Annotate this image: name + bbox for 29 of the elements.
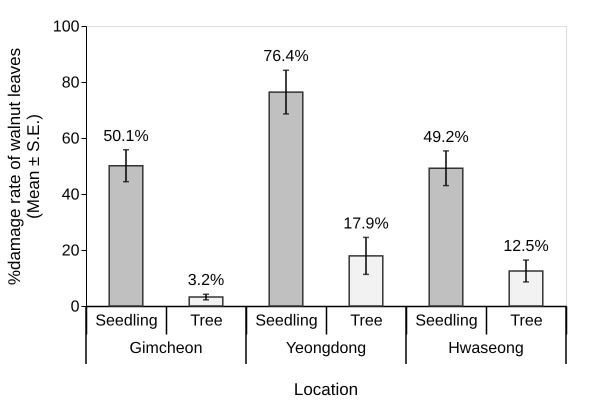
y-tick-label: 40 bbox=[62, 186, 80, 204]
bar bbox=[508, 270, 544, 307]
text: Hwaseong bbox=[448, 340, 524, 357]
y-tick-label: 60 bbox=[62, 130, 80, 148]
x-tick-label: Seedling bbox=[255, 312, 318, 330]
y-tick-label: 80 bbox=[62, 74, 80, 92]
y-tick-label: 100 bbox=[52, 18, 80, 36]
bar bbox=[428, 167, 464, 307]
x-tick-label: Tree bbox=[190, 312, 223, 330]
x-tick-label: Tree bbox=[350, 312, 383, 330]
x-tick-label: Seedling bbox=[415, 312, 478, 330]
bar bbox=[108, 164, 144, 307]
data-label: 17.9% bbox=[343, 215, 389, 232]
bar bbox=[348, 255, 384, 307]
x-axis-title: Location bbox=[294, 380, 358, 399]
text: Gimcheon bbox=[130, 340, 202, 357]
y-tick-label: 20 bbox=[62, 242, 80, 260]
bar bbox=[268, 91, 304, 307]
data-label: 3.2% bbox=[188, 272, 224, 290]
y-axis-title: %damage rate of walnut leaves (Mean ± S.E.) bbox=[4, 48, 43, 286]
text: Yeongdong bbox=[286, 340, 366, 357]
x-tick-label: Tree bbox=[510, 312, 543, 330]
data-label: 76.4% bbox=[263, 48, 309, 66]
data-label: 50.1% bbox=[103, 128, 149, 145]
data-label: 49.2% bbox=[423, 128, 469, 146]
bar bbox=[188, 296, 224, 307]
data-label: 12.5% bbox=[503, 238, 549, 256]
y-tick-label: 0 bbox=[70, 298, 80, 316]
x-tick-label: Seedling bbox=[95, 312, 158, 330]
